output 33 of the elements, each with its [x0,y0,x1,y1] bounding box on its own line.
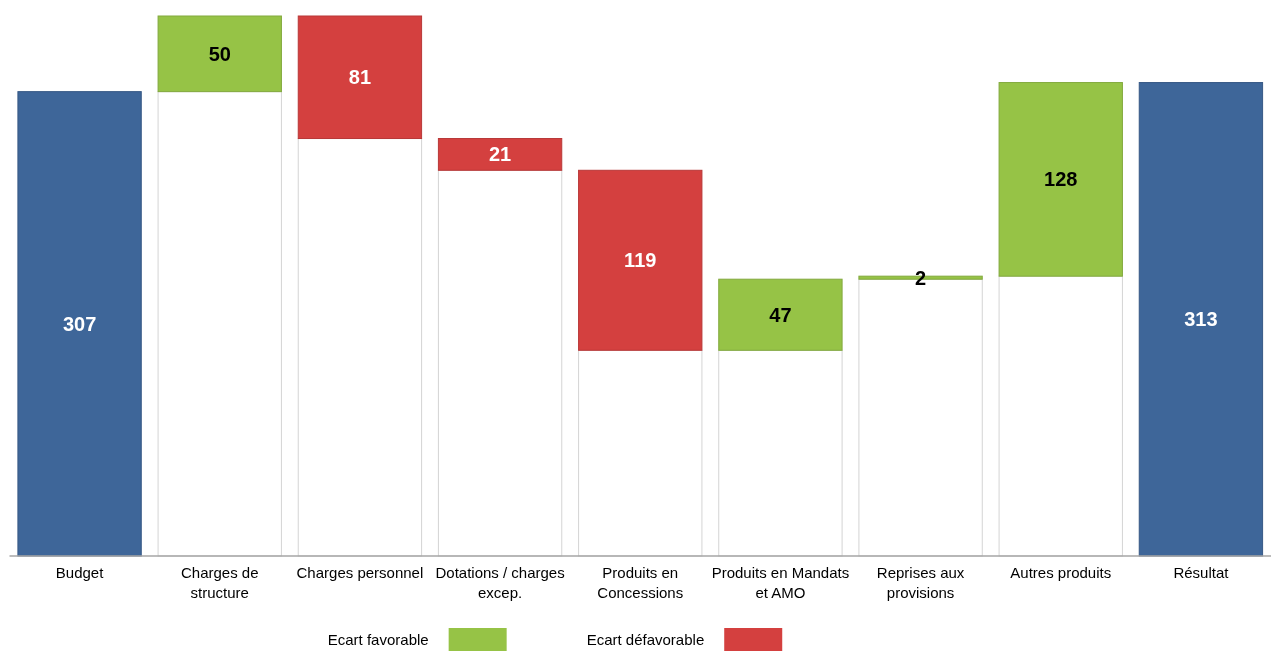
x-tick-label: Reprises aux provisions [876,564,965,601]
bar [1138,82,1264,557]
x-tick-label: Charges de structure [180,564,259,601]
data-label: 307 [62,312,97,335]
legend-label: Ecart défavorable [586,630,705,648]
data-label: 21 [488,143,512,166]
bar [157,91,282,557]
x-tick-label: Charges personnel [296,564,424,581]
data-label: 119 [624,249,657,272]
bar [998,275,1123,557]
bar [297,138,423,557]
data-label: 47 [769,303,792,326]
x-tick-label: Résultat [1173,564,1230,581]
x-tick-label: Budget [55,564,105,581]
bar [718,349,843,557]
bar [578,349,703,557]
bar [157,15,282,93]
data-label: 313 [1184,308,1218,331]
bar [998,82,1123,277]
data-label: 128 [1044,168,1078,191]
x-tick-label: Autres produits [1010,564,1112,581]
data-label: 81 [348,66,372,89]
x-tick-label: Dotations / charges excep. [435,564,565,601]
data-label: 50 [208,42,231,65]
x-tick-label: Produits en Mandats et AMO [711,564,850,601]
bar [297,15,423,140]
bar [17,91,142,557]
legend-label: Ecart favorable [327,630,429,648]
bar [578,169,703,351]
x-tick-label: Produits en Concessions [597,564,684,601]
bar [437,138,563,171]
bar [437,169,563,557]
bar [718,278,843,351]
